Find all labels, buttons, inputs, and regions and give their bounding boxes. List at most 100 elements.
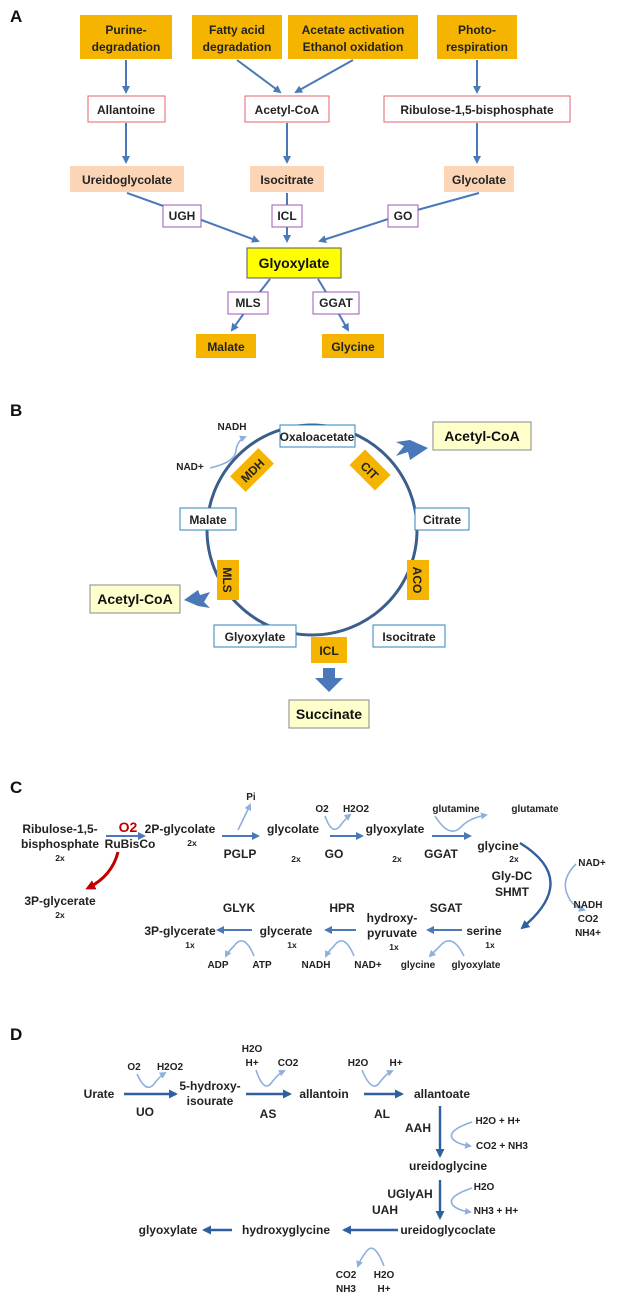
c-glyk: GLYK bbox=[223, 901, 256, 915]
c-glycine2: glycine bbox=[401, 960, 436, 971]
d-uo: UO bbox=[136, 1105, 154, 1119]
malate-b-label: Malate bbox=[189, 513, 227, 527]
enzyme-ugh-label: UGH bbox=[169, 209, 196, 223]
d-hiu-line1: 5-hydroxy- bbox=[179, 1079, 240, 1093]
enzyme-ggat-box bbox=[312, 291, 360, 315]
cofactor-nadh: NADH bbox=[218, 422, 247, 433]
panel-a: A Purine- degradation Fatty acid degrada… bbox=[10, 7, 571, 358]
panel-b: B NADH NAD+ Oxaloacetate Acetyl-CoA MDH … bbox=[10, 401, 532, 729]
c-3pg-b-mult: 1x bbox=[185, 940, 195, 950]
d-h2o-h: H2O + H+ bbox=[475, 1116, 520, 1127]
c-arrow-nadh-nad bbox=[325, 940, 355, 958]
d-glyoxylate: glyoxylate bbox=[139, 1223, 198, 1237]
isocitrate-box bbox=[250, 166, 324, 192]
rubp-box bbox=[383, 95, 571, 123]
d-hplus: H+ bbox=[245, 1058, 258, 1069]
c-h2o2: H2O2 bbox=[343, 804, 370, 815]
c-hp-mult: 1x bbox=[389, 942, 399, 952]
c-arrow-o2-h2o2 bbox=[324, 813, 352, 831]
enzyme-mdh: MDH bbox=[230, 448, 274, 492]
malate-box bbox=[196, 334, 256, 358]
d-arrow-aah-cofactors bbox=[450, 1121, 473, 1149]
c-serine: serine bbox=[466, 924, 502, 938]
enzyme-go-label: GO bbox=[394, 209, 413, 223]
c-rubp-mult: 2x bbox=[55, 853, 65, 863]
c-ggat: GGAT bbox=[424, 847, 458, 861]
glycine-label: Glycine bbox=[331, 340, 375, 354]
glyoxylate-b-box bbox=[213, 624, 297, 648]
malate-label: Malate bbox=[207, 340, 245, 354]
glycine-box bbox=[322, 334, 384, 358]
glyoxylate-b-label: Glyoxylate bbox=[225, 630, 286, 644]
enzyme-mls-label: MLS bbox=[235, 296, 260, 310]
enzyme-ugh-box bbox=[162, 204, 202, 228]
oxaloacetate-box bbox=[279, 424, 356, 448]
d-arrow-uglyah-cofactors bbox=[450, 1187, 473, 1215]
c-hp-line1: hydroxy- bbox=[367, 911, 418, 925]
c-2pg-mult: 2x bbox=[187, 838, 197, 848]
c-atp: ATP bbox=[252, 960, 272, 971]
c-glydc: Gly-DC bbox=[492, 869, 533, 883]
c-arrow-atp-adp bbox=[225, 940, 255, 958]
c-serine-mult: 1x bbox=[485, 940, 495, 950]
d-allantoin: allantoin bbox=[299, 1087, 348, 1101]
c-go: GO bbox=[325, 847, 344, 861]
d-arrow-o2-h2o2 bbox=[136, 1071, 167, 1089]
d-hplus-b: H+ bbox=[389, 1058, 402, 1069]
c-nadh: NADH bbox=[574, 900, 603, 911]
c-nad2: NAD+ bbox=[354, 960, 382, 971]
panel-c: C Ribulose-1,5- bisphosphate 2x O2 RuBis… bbox=[10, 778, 606, 971]
malate-b-box bbox=[179, 507, 237, 531]
acetyl-coa-right-box bbox=[432, 421, 532, 451]
cofactor-nad: NAD+ bbox=[176, 462, 204, 473]
d-hiu-line2: isourate bbox=[187, 1094, 234, 1108]
panel-a-letter: A bbox=[10, 7, 22, 26]
glyoxylate-label: Glyoxylate bbox=[259, 255, 330, 271]
succinate-label: Succinate bbox=[296, 706, 362, 722]
c-3pg-b: 3P-glycerate bbox=[144, 924, 216, 938]
enzyme-aco-label: ACO bbox=[410, 567, 424, 594]
succinate-arrow bbox=[315, 668, 343, 692]
d-co2-nh3: CO2 + NH3 bbox=[476, 1141, 528, 1152]
d-al: AL bbox=[374, 1107, 390, 1121]
acetyl-coa-box bbox=[244, 95, 330, 123]
enzyme-icl-b-box bbox=[311, 637, 347, 663]
c-glycolate: glycolate bbox=[267, 822, 319, 836]
c-glutamate: glutamate bbox=[511, 804, 559, 815]
c-2pg: 2P-glycolate bbox=[145, 822, 216, 836]
ureidoglycolate-box bbox=[70, 166, 184, 192]
source-acetate-box bbox=[288, 15, 418, 59]
source-acetate-line1: Acetate activation bbox=[302, 23, 405, 37]
c-3pg: 3P-glycerate bbox=[24, 894, 96, 908]
c-glycerate-mult: 1x bbox=[287, 940, 297, 950]
panel-b-letter: B bbox=[10, 401, 22, 420]
c-pi: Pi bbox=[246, 792, 256, 803]
d-h2o-c: H2O bbox=[474, 1182, 495, 1193]
c-rubisco: RuBisCo bbox=[105, 837, 156, 851]
arrow-nad-nadh bbox=[209, 435, 247, 469]
c-glyoxylate-mult: 2x bbox=[392, 854, 402, 864]
c-3pg-mult: 2x bbox=[55, 910, 65, 920]
arrow-fatty-acetyl bbox=[236, 59, 282, 94]
enzyme-aco: ACO bbox=[407, 560, 429, 600]
c-glycine: glycine bbox=[477, 839, 519, 853]
oxaloacetate-label: Oxaloacetate bbox=[280, 430, 355, 444]
acetyl-coa-left-label: Acetyl-CoA bbox=[97, 591, 172, 607]
source-fatty-acid-line2: degradation bbox=[203, 40, 272, 54]
d-h2o-b: H2O bbox=[348, 1058, 369, 1069]
d-arrow-h2o-co2 bbox=[255, 1069, 286, 1087]
c-hpr: HPR bbox=[329, 901, 355, 915]
isocitrate-label: Isocitrate bbox=[260, 173, 314, 187]
c-o2-red: O2 bbox=[119, 819, 138, 835]
isocitrate-b-box bbox=[372, 624, 446, 648]
c-arrow-glycine-serine bbox=[519, 841, 552, 930]
d-uah: UAH bbox=[372, 1203, 398, 1217]
d-arrow-uah-cofactors bbox=[356, 1247, 385, 1268]
c-rubp-line1: Ribulose-1,5- bbox=[22, 822, 97, 836]
enzyme-icl-b-label: ICL bbox=[319, 644, 338, 658]
glyoxylate-box bbox=[246, 247, 342, 279]
d-aah: AAH bbox=[405, 1121, 431, 1135]
citrate-box bbox=[414, 507, 470, 531]
d-nh3-h: NH3 + H+ bbox=[474, 1206, 519, 1217]
